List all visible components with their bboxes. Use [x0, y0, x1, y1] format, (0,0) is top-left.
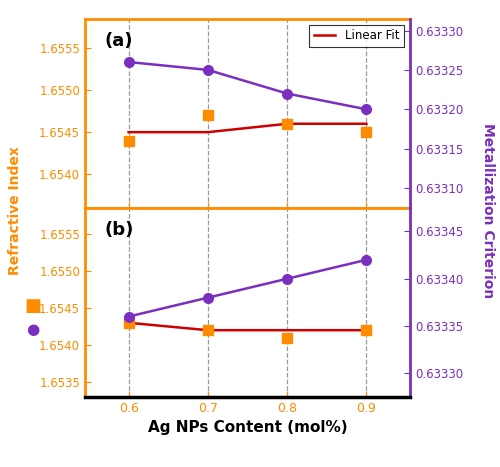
Text: Metallization Criterion: Metallization Criterion [480, 122, 494, 298]
Text: ■: ■ [24, 297, 41, 315]
X-axis label: Ag NPs Content (mol%): Ag NPs Content (mol%) [148, 420, 348, 435]
Text: Refractive Index: Refractive Index [8, 146, 22, 275]
Text: (a): (a) [104, 32, 133, 50]
Legend: Linear Fit: Linear Fit [310, 25, 404, 47]
Text: (b): (b) [104, 221, 134, 239]
Text: ●: ● [26, 322, 39, 337]
